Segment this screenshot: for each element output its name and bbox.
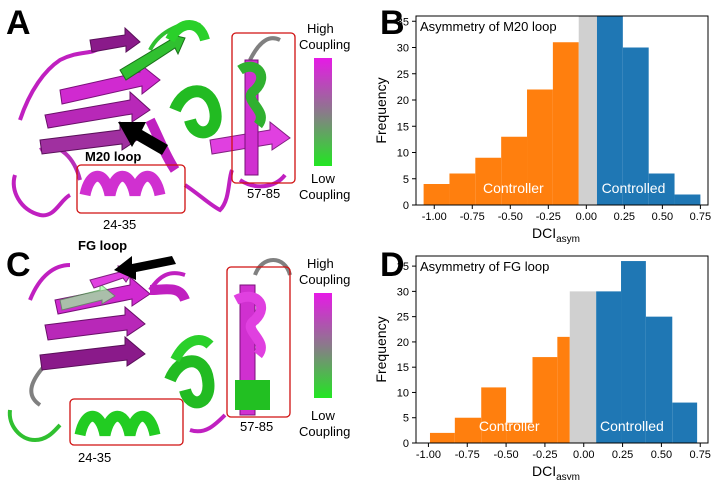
hist-bar-controlled bbox=[596, 291, 622, 443]
loop-arrow-c bbox=[114, 256, 176, 280]
chart-title: Asymmetry of FG loop bbox=[420, 259, 549, 274]
annotation-controller: Controller bbox=[483, 180, 544, 196]
colorbar-low-1-a: Low bbox=[311, 171, 335, 186]
panel-letter-d: D bbox=[380, 246, 405, 284]
hist-bar-controller bbox=[532, 357, 558, 443]
y-tick-label: 35 bbox=[397, 16, 409, 28]
y-tick-label: 10 bbox=[397, 148, 409, 160]
hist-bar-controlled bbox=[621, 261, 646, 443]
x-tick-label: 0.50 bbox=[652, 211, 673, 223]
x-tick-label: 0.50 bbox=[651, 449, 672, 461]
y-tick-label: 30 bbox=[397, 43, 409, 55]
x-tick-label: -0.75 bbox=[455, 449, 480, 461]
colorbar-low-2-a: Coupling bbox=[299, 187, 350, 202]
y-tick-label: 35 bbox=[397, 261, 409, 273]
colorbar-high-1-a: High bbox=[307, 21, 334, 36]
protein-ribbon-a bbox=[11, 20, 291, 218]
loop-label-c: FG loop bbox=[78, 238, 127, 253]
colorbar-high-1-c: High bbox=[307, 256, 334, 271]
y-tick-label: 25 bbox=[397, 312, 409, 324]
y-tick-label: 15 bbox=[397, 121, 409, 133]
y-axis-label: Frequency bbox=[373, 316, 389, 382]
y-tick-label: 20 bbox=[397, 95, 409, 107]
y-tick-label: 15 bbox=[397, 362, 409, 374]
x-tick-label: -0.75 bbox=[460, 211, 485, 223]
hist-bar-controller bbox=[481, 387, 507, 443]
hist-bar-controller bbox=[552, 42, 579, 205]
region-box-right-c bbox=[226, 266, 291, 418]
hist-bar-controller bbox=[527, 89, 553, 205]
y-tick-label: 20 bbox=[397, 337, 409, 349]
x-tick-label: -0.50 bbox=[498, 211, 523, 223]
x-tick-label: -0.50 bbox=[494, 449, 519, 461]
hist-bar-controller bbox=[449, 173, 476, 205]
hist-bar-controlled bbox=[596, 16, 623, 205]
hist-bar-controller bbox=[501, 136, 528, 205]
hist-bar-controlled bbox=[674, 194, 701, 205]
hist-bar-controlled bbox=[648, 173, 675, 205]
hist-bar-neutral bbox=[578, 16, 597, 205]
hist-bar-controller bbox=[506, 422, 533, 443]
y-tick-label: 25 bbox=[397, 69, 409, 81]
y-tick-label: 5 bbox=[403, 174, 409, 186]
plot-frame bbox=[415, 15, 709, 206]
x-tick-label: 0.25 bbox=[612, 449, 633, 461]
y-tick-label: 0 bbox=[403, 200, 409, 212]
region-box-left-c bbox=[69, 398, 184, 446]
x-tick-label: -0.25 bbox=[536, 211, 561, 223]
y-tick-label: 0 bbox=[403, 438, 409, 450]
annotation-controlled: Controlled bbox=[600, 418, 664, 434]
x-axis-label: DCIasym bbox=[532, 225, 580, 245]
colorbar-high-2-a: Coupling bbox=[299, 37, 350, 52]
loop-arrow-a bbox=[118, 122, 168, 155]
panel-letter-a: A bbox=[6, 4, 31, 42]
plot-frame bbox=[415, 255, 709, 444]
panel-c-structure: C FG loop bbox=[6, 238, 350, 465]
y-axis-label: Frequency bbox=[373, 77, 389, 143]
x-tick-label: -1.00 bbox=[416, 449, 441, 461]
hist-bar-controller bbox=[429, 432, 455, 443]
protein-ribbon-c bbox=[7, 258, 292, 443]
region-box-left-a bbox=[76, 164, 186, 214]
hist-bar-controller bbox=[454, 417, 482, 443]
x-axis-label: DCIasym bbox=[532, 463, 580, 480]
hist-bar-controller bbox=[423, 184, 450, 205]
histogram-d: D -1.00 -0.75 -0.50 -0.25 0.00 0.25 0.50 0.75 0 5 1… bbox=[373, 246, 711, 480]
y-tick-label: 30 bbox=[397, 286, 409, 298]
annotation-controller: Controller bbox=[479, 418, 540, 434]
panel-letter-b: B bbox=[380, 4, 405, 42]
region-label-left-a: 24-35 bbox=[103, 217, 136, 232]
hist-bar-controlled bbox=[672, 402, 698, 443]
x-tick-label: 0.00 bbox=[576, 211, 597, 223]
hist-bar-controller bbox=[557, 336, 570, 443]
coupling-colorbar-a bbox=[314, 58, 332, 166]
panel-letter-c: C bbox=[6, 246, 31, 284]
colorbar-low-2-c: Coupling bbox=[299, 424, 350, 439]
x-tick-label: -1.00 bbox=[422, 211, 447, 223]
panel-a-structure: A bbox=[6, 4, 350, 232]
region-box-right-a bbox=[231, 32, 296, 184]
hist-bar-controlled bbox=[622, 47, 649, 205]
region-label-left-c: 24-35 bbox=[78, 450, 111, 465]
region-label-right-a: 57-85 bbox=[247, 186, 280, 201]
chart-title: Asymmetry of M20 loop bbox=[420, 19, 557, 34]
colorbar-high-2-c: Coupling bbox=[299, 272, 350, 287]
annotation-controlled: Controlled bbox=[602, 180, 666, 196]
x-tick-label: 0.25 bbox=[614, 211, 635, 223]
coupling-colorbar-c bbox=[314, 293, 332, 398]
y-tick-label: 5 bbox=[403, 413, 409, 425]
colorbar-low-1-c: Low bbox=[311, 408, 335, 423]
x-tick-label: 0.75 bbox=[690, 211, 711, 223]
x-tick-label: -0.25 bbox=[532, 449, 557, 461]
hist-bar-neutral bbox=[569, 291, 597, 443]
histogram-b: B -1.00 -0.75 -0.50 -0.25 0.00 0.25 0.50 0.75 0 5 1… bbox=[373, 4, 711, 245]
region-label-right-c: 57-85 bbox=[240, 419, 273, 434]
y-tick-label: 10 bbox=[397, 387, 409, 399]
x-tick-label: 0.00 bbox=[573, 449, 594, 461]
loop-label-a: M20 loop bbox=[85, 149, 141, 164]
hist-bar-controller bbox=[475, 157, 502, 205]
hist-bar-controlled bbox=[645, 316, 673, 443]
x-tick-label: 0.75 bbox=[690, 449, 711, 461]
